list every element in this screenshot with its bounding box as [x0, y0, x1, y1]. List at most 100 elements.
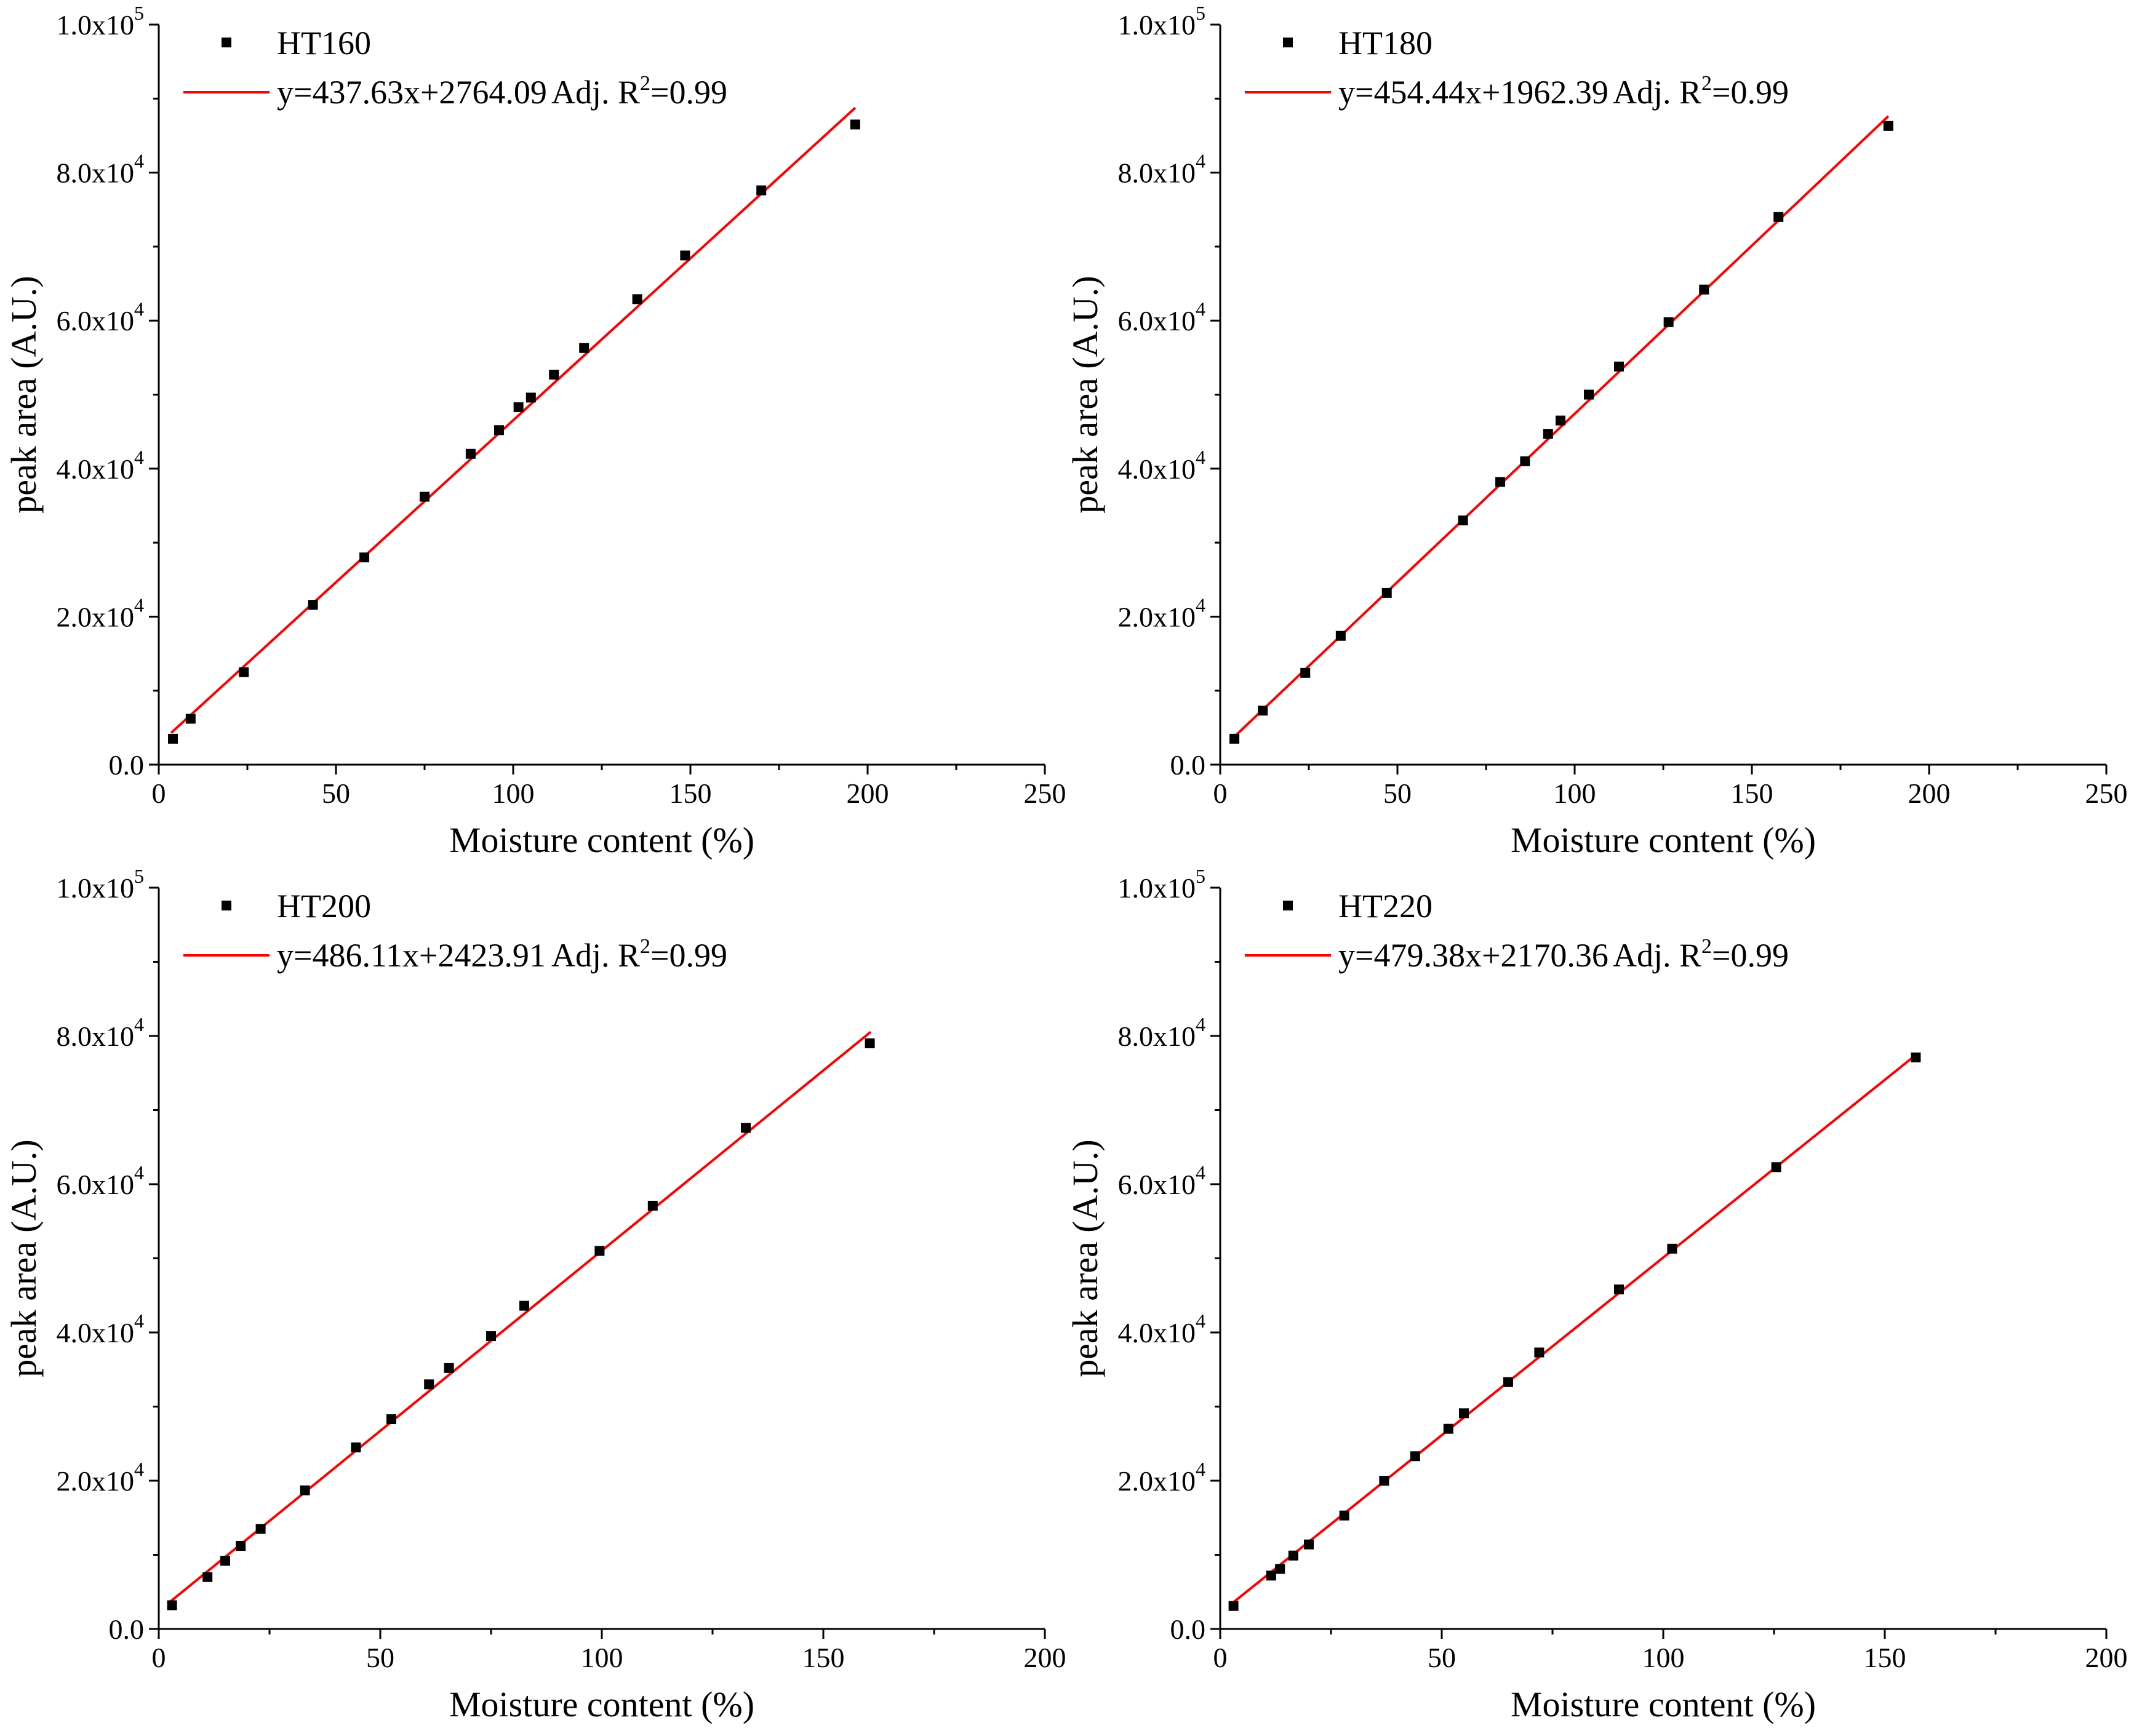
data-point	[1773, 212, 1784, 222]
data-point	[486, 1331, 496, 1342]
plot-ht200: 0 50 100 150 2000.02.0x1044.0x1046.0x1048.0x…	[4, 865, 1066, 1724]
x-tick-label: 150	[1731, 778, 1773, 809]
y-tick-label: 2.0x104	[1118, 1458, 1206, 1497]
y-tick-label: 6.0x104	[1118, 1161, 1206, 1200]
y-tick-mantissa: 0.0	[109, 749, 145, 781]
data-point	[579, 343, 589, 353]
legend-adj-r2: Adj. R2=0.99	[1613, 72, 1789, 111]
y-axis-title: peak area (A.U.)	[4, 1139, 44, 1377]
x-tick-label: 0	[152, 778, 166, 809]
data-point	[300, 1485, 310, 1495]
x-tick-label: 50	[322, 778, 350, 809]
r2-superscript: 2	[640, 72, 650, 95]
x-tick-label: 100	[1642, 1642, 1685, 1673]
x-tick-label: 250	[1024, 778, 1066, 809]
data-point	[1503, 1377, 1513, 1387]
legend-adj-r2: Adj. R2=0.99	[1613, 935, 1789, 974]
data-point	[526, 392, 536, 403]
legend-series-name: HT220	[1338, 888, 1433, 925]
y-tick-mantissa: 8.0x10	[57, 1021, 135, 1052]
y-tick-label: 1.0x105	[57, 865, 145, 904]
data-point	[1667, 1243, 1677, 1254]
y-tick-exponent: 4	[134, 1310, 144, 1332]
data-point	[1458, 516, 1468, 526]
legend-marker	[1283, 38, 1293, 47]
legend-series-name: HT160	[277, 25, 371, 62]
x-tick-label: 0	[152, 1642, 166, 1673]
y-tick-label: 4.0x104	[1118, 446, 1206, 485]
data-point	[1495, 477, 1506, 487]
data-point	[1699, 284, 1709, 295]
y-tick-label: 0.0	[1170, 749, 1206, 781]
legend-fit-equation: y=454.44x+1962.39	[1338, 74, 1608, 111]
y-tick-exponent: 4	[134, 1013, 144, 1035]
x-tick-label: 100	[1554, 778, 1596, 809]
data-point	[1228, 1601, 1239, 1611]
y-tick-label: 4.0x104	[57, 1310, 145, 1348]
data-point	[1443, 1423, 1453, 1434]
data-point	[185, 714, 196, 724]
x-axis-title: Moisture content (%)	[1511, 820, 1816, 860]
x-tick-label: 100	[581, 1642, 623, 1673]
data-point	[220, 1556, 230, 1566]
data-point	[236, 1541, 246, 1551]
y-tick-exponent: 4	[1196, 298, 1205, 320]
data-point	[1229, 733, 1240, 744]
data-point	[1258, 706, 1268, 716]
data-point	[850, 119, 860, 130]
x-tick-label: 0	[1213, 1642, 1228, 1673]
data-point	[1300, 667, 1311, 678]
x-axis-title: Moisture content (%)	[449, 820, 754, 860]
y-tick-mantissa: 4.0x10	[57, 453, 135, 485]
data-point	[632, 294, 642, 305]
data-point	[1266, 1571, 1276, 1581]
data-point	[465, 448, 476, 459]
data-point	[1381, 587, 1392, 598]
y-tick-label: 6.0x104	[57, 298, 145, 336]
data-point	[549, 370, 559, 380]
data-point	[202, 1572, 213, 1582]
y-tick-exponent: 5	[1196, 2, 1205, 24]
y-tick-mantissa: 4.0x10	[57, 1317, 135, 1348]
legend-marker	[1283, 901, 1293, 910]
y-axis-title: peak area (A.U.)	[4, 276, 44, 513]
x-tick-label: 150	[1864, 1642, 1906, 1673]
y-tick-exponent: 4	[1196, 594, 1205, 616]
data-point	[1459, 1408, 1469, 1419]
y-tick-mantissa: 0.0	[109, 1614, 145, 1645]
y-tick-exponent: 4	[134, 298, 144, 320]
y-tick-mantissa: 2.0x10	[57, 601, 135, 632]
legend-adj-r2: Adj. R2=0.99	[551, 935, 727, 974]
y-tick-exponent: 4	[134, 1458, 144, 1480]
y-tick-label: 2.0x104	[57, 1458, 145, 1497]
r2-superscript: 2	[1701, 935, 1712, 958]
r2-superscript: 2	[640, 935, 650, 958]
y-tick-exponent: 5	[1196, 865, 1205, 887]
y-tick-label: 6.0x104	[1118, 298, 1206, 336]
y-tick-mantissa: 6.0x10	[1118, 1169, 1196, 1200]
legend-fit-equation: y=486.11x+2423.91	[277, 937, 546, 974]
data-point	[424, 1379, 434, 1390]
data-point	[756, 185, 767, 196]
fit-line	[170, 106, 857, 734]
data-point	[1555, 415, 1565, 426]
y-tick-exponent: 4	[1196, 1161, 1205, 1184]
r2-value: =0.99	[650, 937, 727, 974]
y-tick-mantissa: 8.0x10	[1118, 157, 1196, 189]
data-point	[1275, 1564, 1285, 1574]
y-tick-label: 8.0x104	[1118, 150, 1206, 189]
legend-fit-equation: y=437.63x+2764.09	[277, 74, 547, 111]
data-point	[680, 250, 690, 261]
data-point	[1883, 121, 1893, 131]
y-tick-mantissa: 4.0x10	[1118, 453, 1196, 485]
data-point	[167, 1600, 177, 1611]
y-tick-exponent: 4	[1196, 1310, 1205, 1332]
y-tick-label: 0.0	[109, 749, 145, 781]
x-tick-label: 150	[802, 1642, 845, 1673]
y-tick-mantissa: 6.0x10	[57, 1169, 135, 1200]
r2-value: =0.99	[1712, 74, 1789, 111]
data-point	[594, 1246, 605, 1256]
data-point	[1614, 1284, 1624, 1295]
x-tick-label: 200	[1024, 1642, 1066, 1673]
